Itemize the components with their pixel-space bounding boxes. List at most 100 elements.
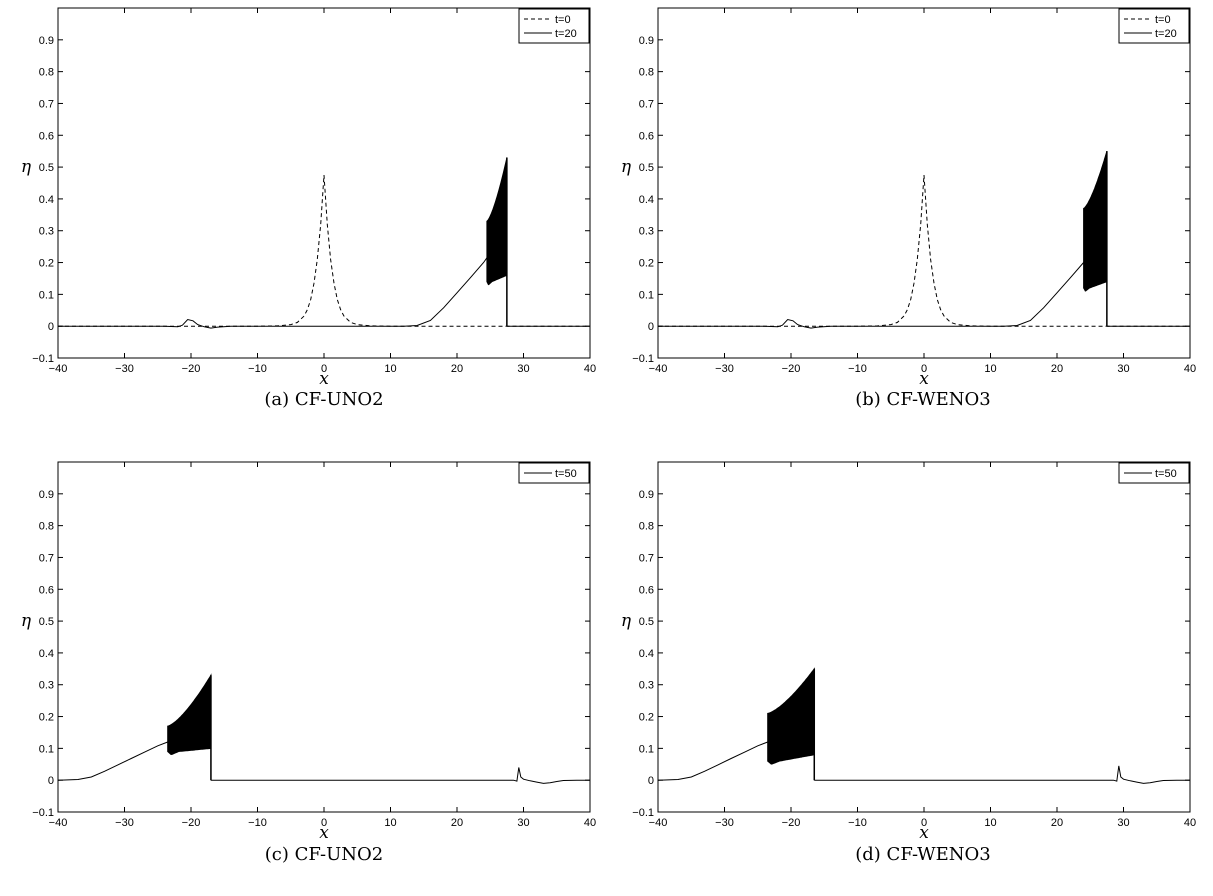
- chart-panel-3: −40 −30 −20 −10 0 10 20 30 40 −0.1 0 0.1 0.2 0.3 0.4 0.…: [621, 461, 1196, 865]
- chart-panel-0: −40 −30 −20 −10 0 10 20 30 40 −0.1 0 0.1 0.2 0.3 0.4 0.…: [21, 7, 596, 410]
- x-tick-label: −30: [715, 363, 734, 375]
- legend-box: [518, 462, 590, 484]
- legend-label: t=20: [555, 28, 577, 40]
- y-tick-label: 0.6: [39, 130, 54, 142]
- series-t=50: [658, 667, 1190, 784]
- plot-area: [58, 157, 590, 329]
- x-tick-label: 0: [321, 817, 327, 829]
- y-tick-label: 0.8: [39, 67, 54, 79]
- x-tick-label: −40: [49, 817, 68, 829]
- x-tick-label: 20: [451, 817, 463, 829]
- y-tick-label: 0.4: [39, 194, 54, 206]
- y-tick-label: 0.1: [39, 743, 54, 755]
- x-tick-label: 20: [1051, 363, 1063, 375]
- y-tick-label: 0.3: [639, 226, 654, 238]
- x-tick-label: −20: [782, 363, 801, 375]
- y-tick-label: 0.5: [39, 616, 54, 628]
- y-tick-label: −0.1: [632, 353, 654, 365]
- y-tick-label: −0.1: [632, 807, 654, 819]
- x-tick-label: 0: [321, 363, 327, 375]
- y-tick-label: 0.3: [639, 680, 654, 692]
- y-tick-label: 0.1: [39, 289, 54, 301]
- legend-box: [1118, 8, 1190, 44]
- y-tick-label: 0.8: [639, 521, 654, 533]
- x-tick-label: −20: [182, 817, 201, 829]
- y-tick-label: 0: [648, 321, 654, 333]
- y-tick-label: 0.5: [639, 162, 654, 174]
- axes-box: [657, 7, 1191, 359]
- x-axis-label: x: [319, 369, 329, 389]
- series-t=50: [58, 673, 590, 784]
- x-tick-label: −30: [115, 817, 134, 829]
- y-tick-label: 0.8: [639, 67, 654, 79]
- x-axis-label: x: [919, 369, 929, 389]
- x-tick-label: −40: [649, 363, 668, 375]
- x-axis-label: x: [319, 823, 329, 843]
- oscillation-band: [767, 667, 815, 781]
- x-tick-label: 40: [1184, 817, 1196, 829]
- y-tick-label: 0.3: [39, 680, 54, 692]
- legend-label: t=0: [1155, 14, 1171, 26]
- plot-area: [658, 667, 1190, 784]
- series-line: [58, 741, 168, 781]
- axes-box: [657, 461, 1191, 813]
- legend: t=0 t=20: [1118, 8, 1190, 44]
- plot-area: [58, 673, 590, 784]
- x-tick-label: −30: [115, 363, 134, 375]
- x-tick-label: 30: [517, 817, 529, 829]
- series-tail: [814, 765, 1190, 784]
- y-tick-label: 0.9: [39, 35, 54, 47]
- y-tick-label: 0.1: [639, 743, 654, 755]
- x-tick-label: −10: [848, 363, 867, 375]
- legend-label: t=0: [555, 14, 571, 26]
- x-tick-label: 0: [921, 817, 927, 829]
- panel-caption: (d) CF-WENO3: [855, 844, 990, 865]
- panel-caption: (b) CF-WENO3: [855, 389, 990, 410]
- y-tick-label: 0.6: [639, 130, 654, 142]
- x-tick-label: 40: [584, 363, 596, 375]
- y-tick-label: 0.9: [639, 35, 654, 47]
- x-tick-label: 20: [451, 363, 463, 375]
- legend: t=50: [518, 462, 590, 484]
- legend-box: [1118, 462, 1190, 484]
- x-tick-label: −10: [248, 363, 267, 375]
- axes-box: [57, 7, 591, 359]
- series-t=0: [658, 174, 1190, 327]
- y-tick-label: 0.8: [39, 521, 54, 533]
- y-tick-label: 0: [648, 775, 654, 787]
- y-tick-label: 0.7: [39, 552, 54, 564]
- y-tick-label: −0.1: [32, 807, 54, 819]
- x-tick-label: 10: [384, 363, 396, 375]
- panel-caption: (c) CF-UNO2: [265, 844, 384, 865]
- y-tick-label: 0.4: [39, 648, 54, 660]
- x-tick-label: −20: [782, 817, 801, 829]
- y-axis-label: η: [621, 157, 632, 177]
- x-tick-label: 40: [584, 817, 596, 829]
- series-line: [658, 174, 1190, 327]
- y-tick-label: 0.9: [39, 489, 54, 501]
- chart-panel-2: −40 −30 −20 −10 0 10 20 30 40 −0.1 0 0.1 0.2 0.3 0.4 0.…: [21, 461, 596, 865]
- y-tick-label: 0.6: [639, 584, 654, 596]
- y-tick-label: 0.5: [639, 616, 654, 628]
- y-axis-label: η: [621, 611, 632, 631]
- x-tick-label: −20: [182, 363, 201, 375]
- legend: t=50: [1118, 462, 1190, 484]
- x-tick-label: 10: [384, 817, 396, 829]
- panel-caption: (a) CF-UNO2: [264, 389, 383, 410]
- x-tick-label: 10: [984, 363, 996, 375]
- series-t=20: [58, 157, 590, 329]
- oscillation-band: [167, 673, 212, 781]
- x-tick-label: 30: [1117, 363, 1129, 375]
- oscillation-band: [486, 157, 508, 327]
- x-tick-label: −10: [848, 817, 867, 829]
- series-line: [658, 262, 1084, 329]
- x-tick-label: −40: [649, 817, 668, 829]
- x-tick-label: −30: [715, 817, 734, 829]
- x-tick-label: 20: [1051, 817, 1063, 829]
- y-tick-label: 0.1: [639, 289, 654, 301]
- legend: t=0 t=20: [518, 8, 590, 44]
- y-tick-label: 0.4: [639, 194, 654, 206]
- y-tick-label: 0.9: [639, 489, 654, 501]
- series-t=20: [658, 151, 1190, 329]
